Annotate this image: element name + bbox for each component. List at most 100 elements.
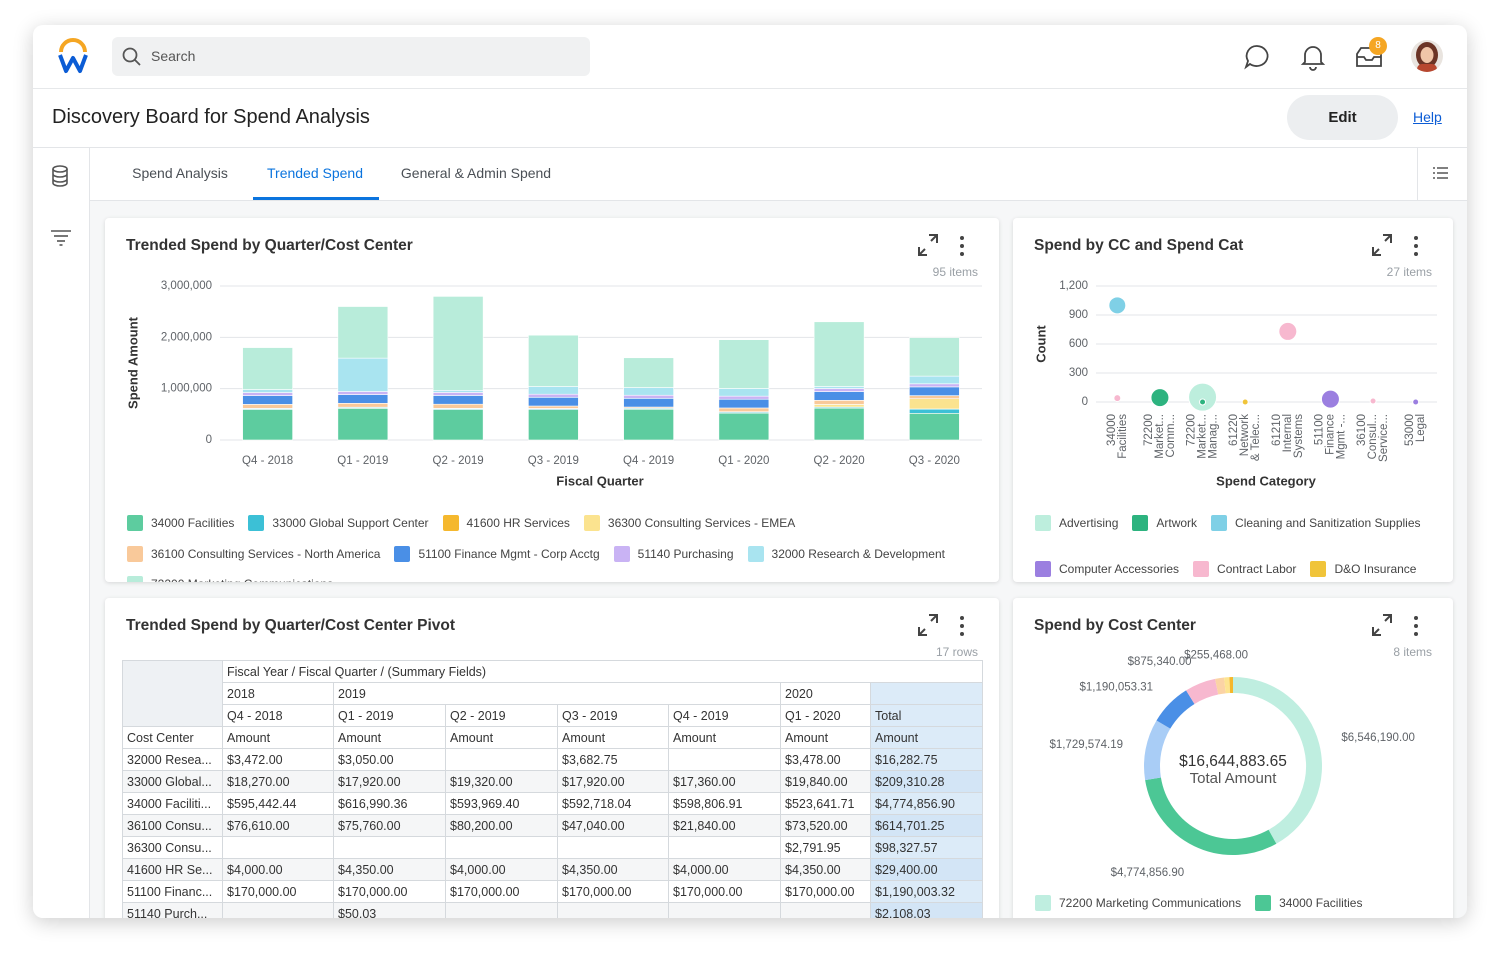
bar-segment: [528, 393, 579, 398]
legend-label: 34000 Facilities: [151, 516, 235, 530]
x-tick-label: Q2 - 2019: [433, 455, 484, 467]
bar-segment: [718, 398, 770, 409]
tab[interactable]: General & Admin Spend: [400, 165, 552, 181]
legend-label: 72200 Marketing Communications: [151, 577, 333, 582]
table-cell: [333, 836, 446, 859]
panel-actions[interactable]: [1371, 233, 1429, 259]
list-icon[interactable]: [1433, 166, 1449, 180]
panel-actions[interactable]: [917, 613, 975, 639]
chat-icon[interactable]: [1243, 43, 1271, 71]
logo-arc: [59, 38, 87, 53]
legend-swatch: [1211, 515, 1228, 531]
bell-icon[interactable]: [1300, 43, 1326, 71]
legend-item: 41600 HR Services: [442, 515, 570, 531]
table-cell: $47,040.00: [557, 814, 669, 837]
legend-swatch: [1035, 561, 1051, 577]
table-row: Fiscal Year / Fiscal Quarter / (Summary …: [122, 660, 984, 727]
search-box[interactable]: [112, 37, 590, 76]
table-cell: $4,774,856.90: [869, 792, 984, 815]
app-content: Search 8 Discovery Board for Spend Analy…: [33, 25, 1467, 918]
edit-button[interactable]: Edit: [1287, 95, 1398, 140]
legend-label: 33000 Global Support Center: [272, 516, 429, 530]
panel: 0 1,000,000 2,000,000 3,000,000 Q4 - 2018 Q1 …: [105, 218, 999, 582]
kebab-dot: [960, 236, 964, 240]
value-label: $1,729,574.19: [1049, 739, 1123, 751]
kebab-dot: [1414, 616, 1418, 620]
bar-segment: [909, 413, 960, 441]
x-tick-label: Q4 - 2018: [242, 455, 293, 467]
legend-item: 72200 Marketing Communications: [1035, 895, 1241, 911]
y-tick-label: 0: [206, 434, 212, 446]
bar-segment: [337, 408, 389, 441]
table-cell: 36300 Consu...: [122, 836, 223, 859]
table-cell: [668, 748, 781, 771]
table-cell: $80,200.00: [445, 814, 558, 837]
x-tick-label: Mgmt -...: [1335, 414, 1347, 459]
bar-segment: [432, 409, 484, 441]
bar-segment: [242, 404, 293, 409]
logo[interactable]: [56, 38, 90, 74]
table-cell: $19,840.00: [780, 770, 871, 793]
y-tick-label: 1,000,000: [161, 383, 212, 395]
legend-label: Artwork: [1156, 516, 1198, 530]
tab[interactable]: Spend Analysis: [132, 165, 228, 181]
table-cell: Amount: [780, 726, 871, 749]
legend-label: 51100 Finance Mgmt - Corp Acctg: [418, 546, 600, 561]
table-cell: $19,320.00: [445, 770, 558, 793]
bar-segment: [909, 383, 960, 388]
filter-icon[interactable]: [50, 228, 72, 246]
legend-item: 36300 Consulting Services - EMEA: [583, 515, 795, 531]
legend-item: 51140 Purchasing: [613, 545, 734, 562]
table-cell: $3,472.00: [222, 748, 334, 771]
table-cell: 51140 Purch...: [122, 902, 223, 918]
panel-actions[interactable]: [917, 233, 975, 259]
help-link[interactable]: Help: [1413, 109, 1442, 125]
bubble: [1320, 389, 1340, 409]
table-cell: $4,350.00: [557, 858, 669, 881]
table-cell: $4,000.00: [222, 858, 334, 881]
legend-label: Computer Accessories: [1059, 562, 1180, 576]
table-cell: [222, 836, 334, 859]
legend-item: 34000 Facilities: [127, 515, 234, 531]
tab-active[interactable]: Trended Spend: [267, 165, 363, 181]
bar-segment: [432, 390, 484, 393]
legend-label: Contract Labor: [1217, 562, 1297, 576]
table-row: 34000 Faciliti... $595,442.44 $616,990.36 $…: [122, 792, 984, 815]
x-tick-label: Manag...: [1208, 414, 1220, 459]
table-cell: $73,520.00: [780, 814, 871, 837]
sidebar: [33, 148, 90, 918]
table-cell: $17,920.00: [333, 770, 446, 793]
bar-segment: [718, 388, 770, 397]
x-tick-label: Systems: [1293, 414, 1305, 458]
table-cell: $209,310.28: [869, 770, 984, 793]
table-row: 51140 Purch... $50.03 $2,108.03: [122, 902, 984, 918]
table-cell: $170,000.00: [780, 880, 871, 903]
legend-swatch: [1310, 561, 1327, 577]
bar-segment: [623, 394, 674, 399]
avatar[interactable]: [1411, 40, 1443, 72]
table-cell: $595,442.44: [222, 792, 334, 815]
x-tick-label: Facilities: [1117, 414, 1129, 459]
item-count: 8 items: [1393, 645, 1432, 659]
x-tick-label: 53000: [1404, 414, 1416, 446]
value-label: $6,546,190.00: [1341, 732, 1415, 744]
legend-item: 34000 Facilities: [1255, 895, 1362, 911]
legend-label: 72200 Marketing Communications: [1059, 896, 1242, 910]
x-tick-label: 72200: [1143, 414, 1155, 446]
panel-actions[interactable]: [1371, 613, 1429, 639]
table-cell: 41600 HR Se...: [122, 858, 223, 881]
search-placeholder: Search: [151, 48, 196, 64]
legend-item: 32000 Research & Development: [747, 545, 945, 562]
data-icon[interactable]: [50, 165, 70, 187]
kebab-dot: [1414, 244, 1418, 248]
table-cell: $593,969.40: [445, 792, 558, 815]
table-cell: [668, 902, 781, 918]
table-row: 32000 Resea... $3,472.00 $3,050.00 $3,682.7…: [122, 748, 984, 771]
kebab-dot: [960, 632, 964, 636]
item-count: 27 items: [1386, 265, 1432, 279]
table-cell: $4,350.00: [780, 858, 871, 881]
table-cell: $170,000.00: [333, 880, 446, 903]
kebab-dot: [960, 616, 964, 620]
kebab-dot: [1414, 252, 1418, 256]
